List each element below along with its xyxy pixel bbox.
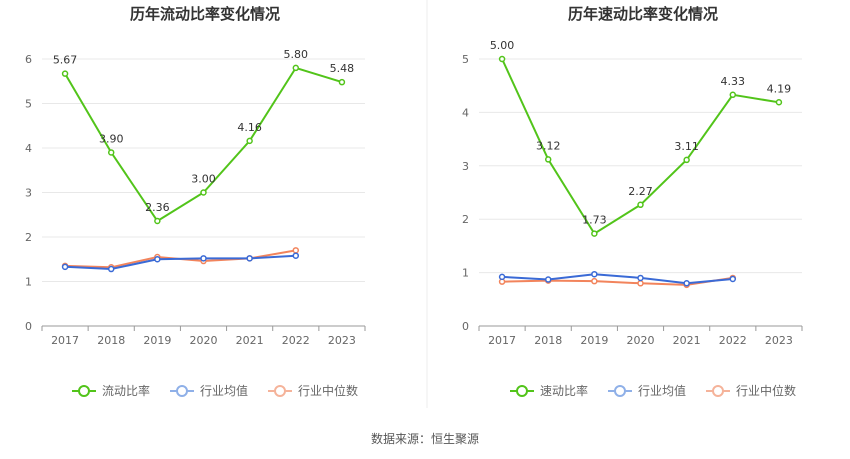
legend-item-main[interactable]: 速动比率 bbox=[510, 383, 588, 398]
data-point bbox=[498, 55, 506, 63]
y-tick-label: 2 bbox=[25, 231, 32, 244]
y-tick-label: 0 bbox=[25, 320, 32, 333]
legend-marker-icon bbox=[712, 385, 724, 397]
y-tick-label: 1 bbox=[25, 276, 32, 289]
y-tick-label: 5 bbox=[462, 53, 469, 66]
x-tick-label: 2021 bbox=[236, 334, 264, 347]
data-point bbox=[246, 137, 253, 145]
chart-liquidity: 历年流动比率变化情况 0 1 2 3 4 5 6 2017 2018 2019 2020 2021 202… bbox=[25, 5, 366, 398]
data-point bbox=[637, 274, 644, 282]
legend-item-industry-avg[interactable]: 行业均值 bbox=[608, 383, 686, 398]
x-tick-label: 2017 bbox=[51, 334, 79, 347]
legend-label: 行业中位数 bbox=[736, 383, 796, 398]
data-point bbox=[154, 217, 161, 225]
data-label: 3.12 bbox=[536, 139, 561, 152]
data-point bbox=[544, 276, 552, 283]
y-tick-label: 1 bbox=[462, 267, 469, 280]
y-tick-label: 4 bbox=[462, 106, 469, 119]
legend-label: 行业均值 bbox=[638, 383, 686, 398]
data-label: 3.00 bbox=[191, 173, 216, 186]
data-point bbox=[683, 156, 690, 164]
data-point bbox=[498, 273, 506, 281]
x-tick-label: 2019 bbox=[143, 334, 171, 347]
x-tick-label: 2021 bbox=[673, 334, 701, 347]
legend-label: 流动比率 bbox=[102, 383, 150, 398]
data-point bbox=[637, 201, 644, 209]
data-label: 5.00 bbox=[490, 39, 515, 52]
data-point bbox=[338, 78, 346, 86]
legend-marker-icon bbox=[176, 385, 188, 397]
data-point bbox=[591, 270, 598, 278]
legend: 速动比率 行业均值 行业中位数 bbox=[510, 383, 796, 398]
legend: 流动比率 行业均值 行业中位数 bbox=[72, 383, 358, 398]
x-tick-label: 2022 bbox=[719, 334, 747, 347]
data-label: 1.73 bbox=[582, 214, 607, 227]
data-point bbox=[107, 149, 115, 156]
data-point bbox=[200, 255, 207, 262]
x-tick-label: 2017 bbox=[488, 334, 516, 347]
data-point bbox=[200, 189, 207, 196]
y-tick-label: 4 bbox=[25, 142, 32, 155]
data-point bbox=[292, 252, 300, 259]
legend-item-industry-median[interactable]: 行业中位数 bbox=[706, 383, 796, 398]
data-label: 5.80 bbox=[284, 48, 309, 61]
legend-label: 速动比率 bbox=[540, 383, 588, 398]
series-line-industry-avg bbox=[502, 273, 733, 285]
x-tick-label: 2020 bbox=[627, 334, 655, 347]
data-point bbox=[61, 263, 69, 271]
series-line-industry-median bbox=[502, 276, 733, 286]
chart-title: 历年速动比率变化情况 bbox=[568, 5, 718, 23]
data-point bbox=[591, 277, 598, 285]
data-label: 5.48 bbox=[330, 62, 355, 75]
legend-marker-icon bbox=[78, 385, 90, 397]
data-label: 4.33 bbox=[721, 75, 746, 88]
y-tick-label: 5 bbox=[25, 98, 32, 111]
legend-marker-icon bbox=[516, 385, 528, 397]
data-source-label: 数据来源：恒生聚源 bbox=[370, 432, 479, 446]
legend-item-main[interactable]: 流动比率 bbox=[72, 383, 150, 398]
legend-label: 行业均值 bbox=[200, 383, 248, 398]
chart-title: 历年流动比率变化情况 bbox=[130, 5, 280, 23]
data-point bbox=[637, 280, 644, 287]
data-point bbox=[683, 280, 690, 287]
y-tick-label: 0 bbox=[462, 320, 469, 333]
data-point bbox=[591, 230, 598, 237]
x-tick-label: 2023 bbox=[765, 334, 793, 347]
legend-item-industry-median[interactable]: 行业中位数 bbox=[268, 383, 358, 398]
y-tick-label: 2 bbox=[462, 213, 469, 226]
data-label: 2.27 bbox=[628, 185, 653, 198]
legend-marker-icon bbox=[274, 385, 286, 397]
y-tick-label: 3 bbox=[25, 187, 32, 200]
data-point bbox=[729, 91, 737, 99]
x-tick-label: 2023 bbox=[328, 334, 356, 347]
data-point bbox=[775, 99, 783, 106]
y-tick-label: 6 bbox=[25, 53, 32, 66]
data-point bbox=[292, 64, 300, 72]
data-label: 2.36 bbox=[145, 201, 170, 214]
data-point bbox=[246, 255, 253, 262]
legend-item-industry-avg[interactable]: 行业均值 bbox=[170, 383, 248, 398]
chart-quick: 历年速动比率变化情况 0 1 2 3 4 5 2017 2018 2019 2020 2021 2022… bbox=[462, 5, 803, 398]
data-point bbox=[154, 256, 161, 263]
x-tick-label: 2018 bbox=[534, 334, 562, 347]
legend-marker-icon bbox=[614, 385, 626, 397]
data-label: 4.19 bbox=[767, 82, 792, 95]
data-label: 4.16 bbox=[237, 121, 262, 134]
data-label: 5.67 bbox=[53, 54, 78, 67]
data-point bbox=[107, 265, 115, 273]
x-tick-label: 2018 bbox=[97, 334, 125, 347]
data-point bbox=[292, 247, 300, 254]
x-tick-label: 2019 bbox=[580, 334, 608, 347]
data-point bbox=[544, 156, 552, 163]
series-line-industry-avg bbox=[65, 254, 296, 271]
x-tick-label: 2022 bbox=[282, 334, 310, 347]
data-label: 3.11 bbox=[674, 140, 699, 153]
legend-label: 行业中位数 bbox=[298, 383, 358, 398]
data-label: 3.90 bbox=[99, 132, 124, 145]
data-point bbox=[729, 275, 737, 283]
y-tick-label: 3 bbox=[462, 160, 469, 173]
x-tick-label: 2020 bbox=[190, 334, 218, 347]
data-point bbox=[61, 70, 69, 77]
